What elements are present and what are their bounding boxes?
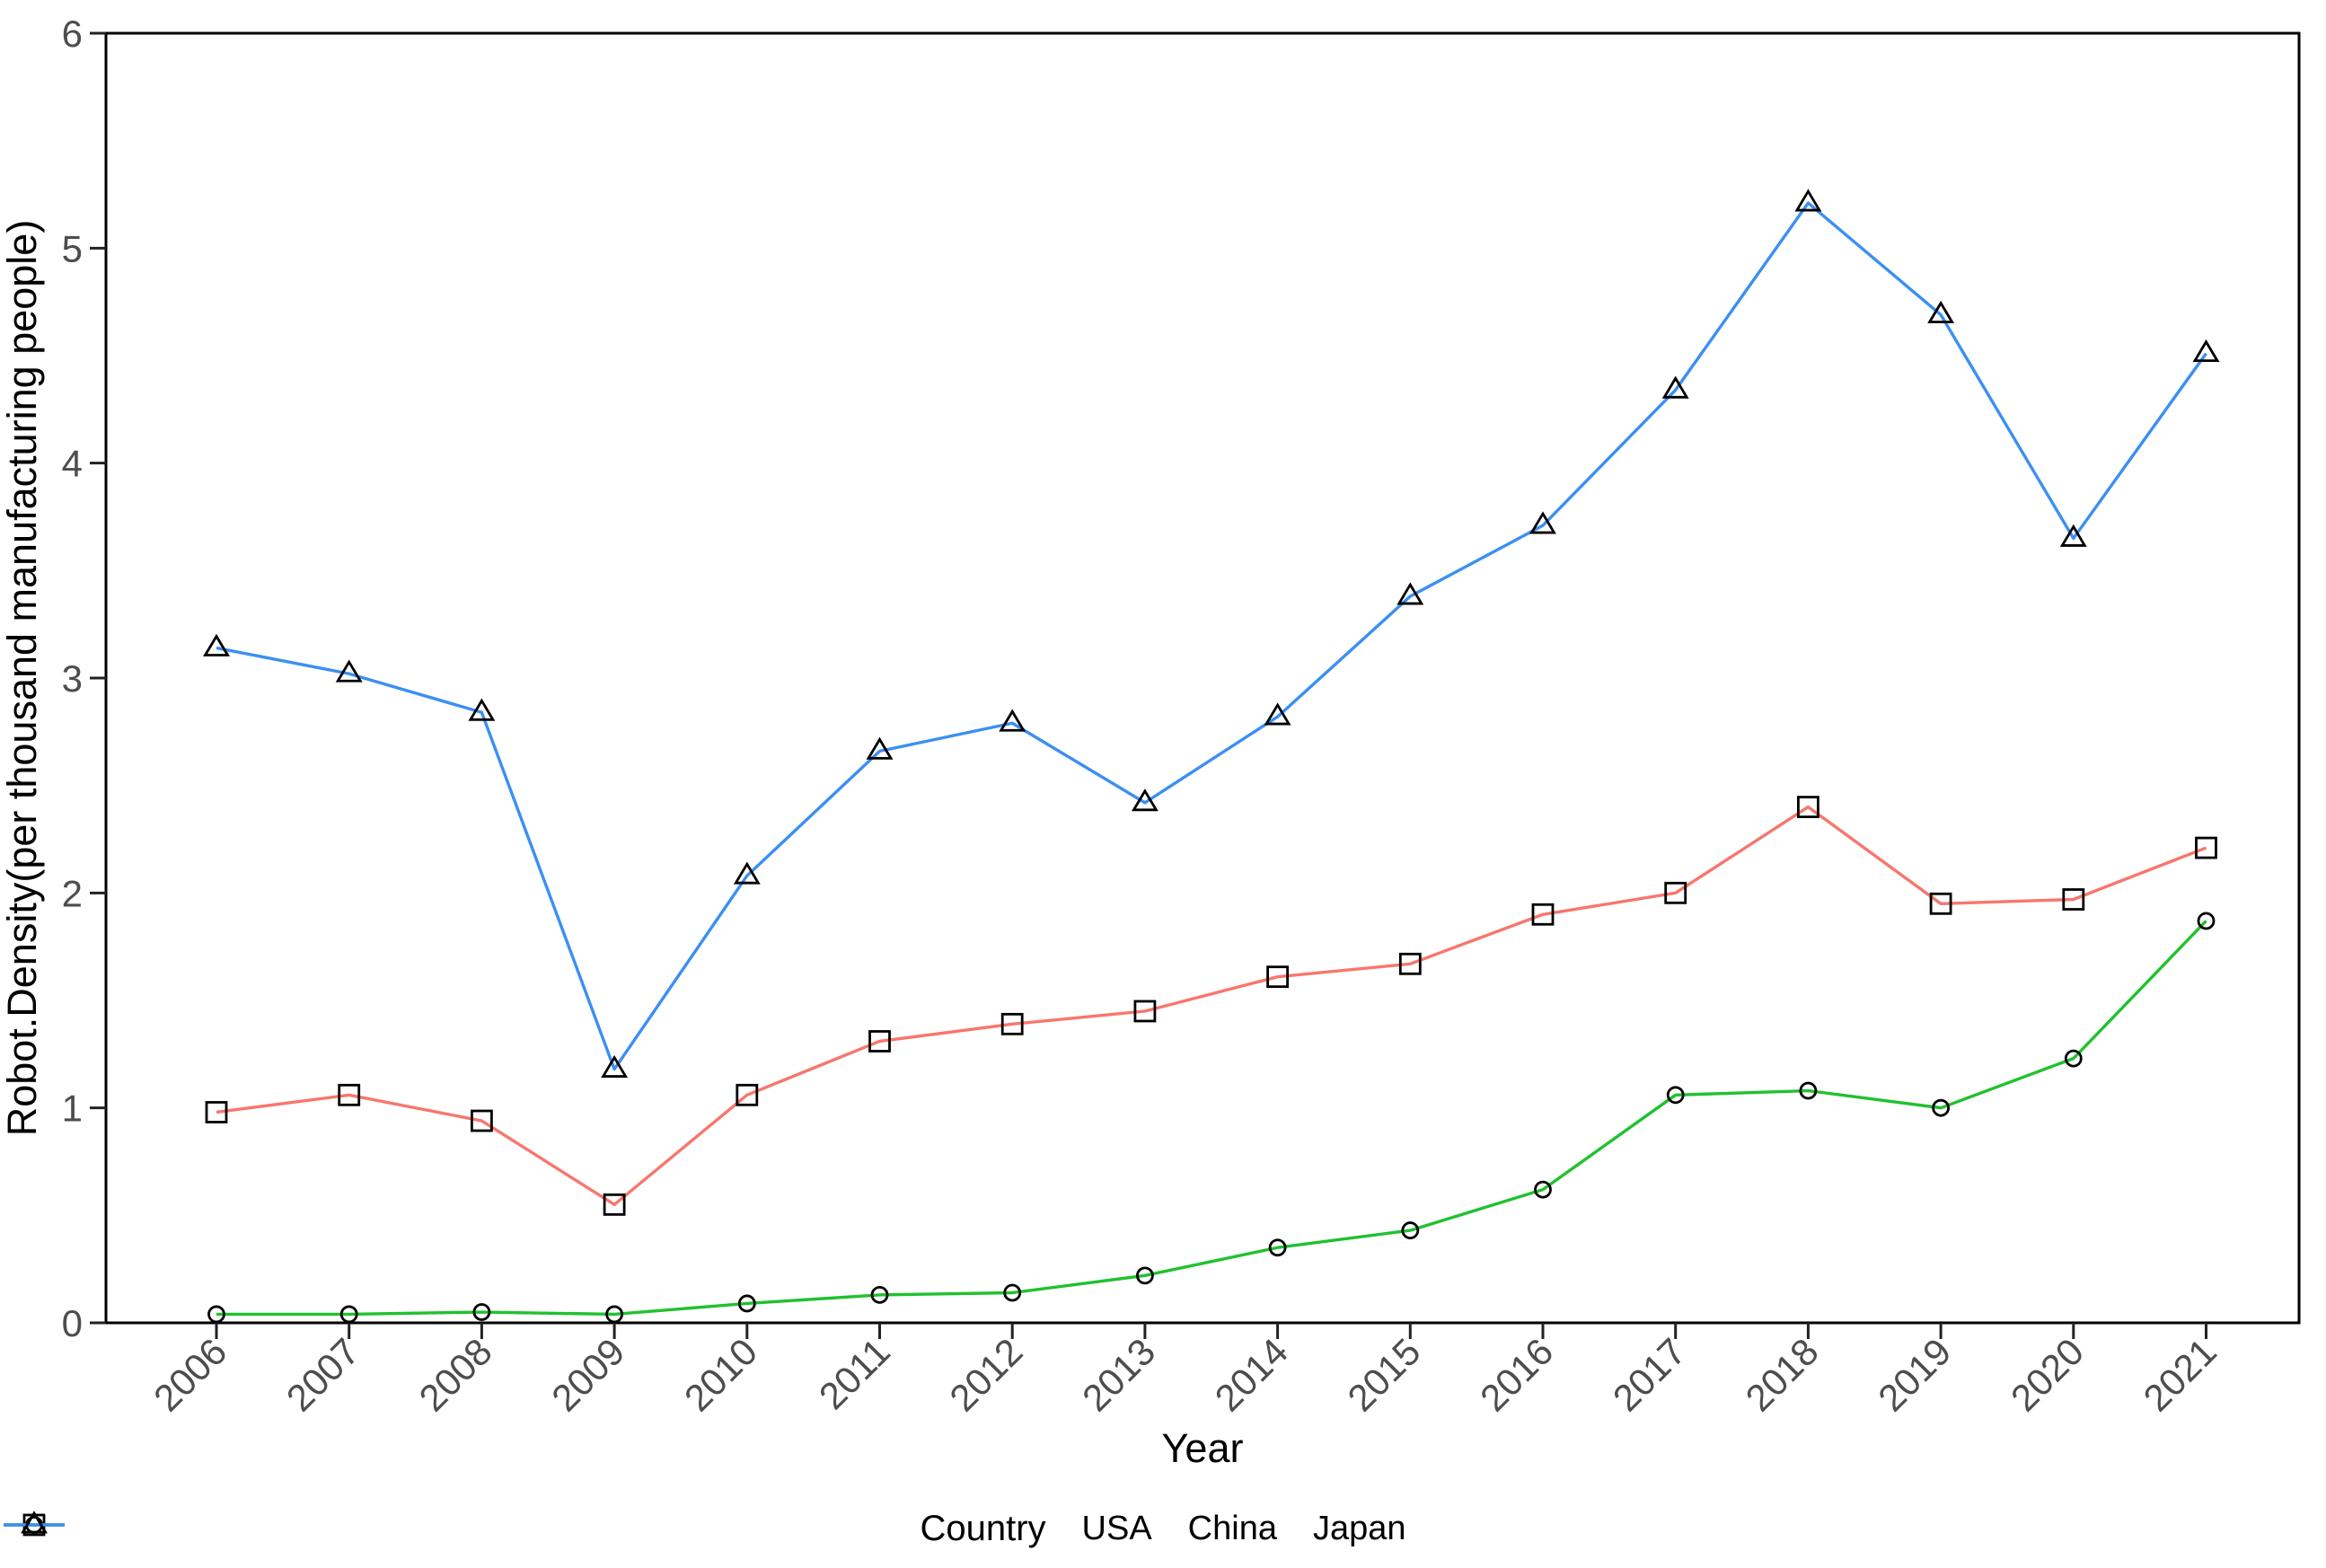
x-tick-label: 2019 (1870, 1330, 1959, 1419)
circle-marker (737, 1294, 756, 1313)
triangle-marker (203, 633, 230, 656)
x-tick-label: 2007 (278, 1330, 367, 1419)
circle-marker (605, 1305, 623, 1324)
series-line-China (216, 920, 2207, 1317)
square-marker (1929, 892, 1952, 915)
triangle-marker (2059, 524, 2087, 547)
data-series-layer (203, 189, 2220, 1324)
legend-items: USA China Japan (4, 1510, 1406, 1548)
circle-marker (472, 1303, 491, 1321)
triangle-marker (733, 861, 761, 885)
x-axis-title: Year (1162, 1425, 1244, 1471)
square-marker (2195, 836, 2217, 859)
circle-marker (207, 1305, 225, 1324)
legend-item-China: China (4, 1510, 1277, 1548)
triangle-marker (1131, 788, 1159, 812)
y-tick-label: 4 (62, 443, 83, 485)
legend-label-USA: USA (1081, 1510, 1152, 1547)
legend-key-Japan (4, 1511, 65, 1534)
legend-label-Japan: Japan (1312, 1510, 1406, 1547)
y-tick-label: 5 (62, 227, 83, 269)
square-marker (2062, 888, 2085, 911)
square-marker (1266, 965, 1289, 989)
square-marker (868, 1030, 891, 1053)
x-tick-label: 2014 (1207, 1330, 1296, 1419)
circle-marker (1932, 1098, 1951, 1117)
circle-marker (1534, 1180, 1552, 1199)
square-marker (603, 1193, 626, 1216)
x-tick-label: 2011 (811, 1330, 898, 1417)
legend-item-Japan: Japan (4, 1510, 1406, 1548)
circle-marker (1268, 1238, 1287, 1257)
x-tick-label: 2021 (2136, 1330, 2225, 1419)
square-marker (736, 1083, 759, 1106)
triangle-marker (601, 1054, 629, 1078)
square-marker (205, 1101, 228, 1123)
square-marker (1531, 903, 1555, 926)
triangle-marker (866, 736, 894, 760)
x-tick-label: 2010 (676, 1330, 765, 1419)
triangle-marker (1794, 189, 1822, 212)
x-tick-label: 2012 (941, 1330, 1030, 1419)
y-tick-label: 3 (62, 657, 83, 700)
legend: Country USA China Japan (0, 1509, 2326, 1549)
triangle-marker (999, 709, 1026, 732)
triangle-marker (335, 659, 363, 683)
y-axis-title: Robot.Density(per thousand manufacturing… (0, 220, 45, 1137)
y-tick-label: 6 (62, 13, 83, 55)
triangle-marker (1264, 702, 1291, 726)
triangle-marker (2192, 339, 2220, 363)
square-marker (338, 1083, 361, 1106)
y-tick-label: 2 (62, 872, 83, 914)
x-tick-label: 2008 (410, 1330, 499, 1419)
series-line-Japan (216, 201, 2207, 1071)
y-tick-label: 0 (62, 1302, 83, 1344)
plot-panel-border (104, 31, 2301, 1325)
square-marker (1398, 952, 1422, 975)
circle-marker (339, 1305, 358, 1324)
circle-marker (1799, 1081, 1818, 1100)
circle-marker (1003, 1283, 1022, 1302)
circle-marker (2064, 1049, 2083, 1068)
triangle-marker (1529, 511, 1556, 534)
triangle-marker (1661, 375, 1689, 399)
circle-marker (1136, 1266, 1154, 1285)
circle-marker (1401, 1221, 1420, 1239)
x-tick-label: 2013 (1074, 1330, 1163, 1419)
triangle-marker (468, 698, 496, 721)
x-tick-label: 2020 (2003, 1330, 2092, 1419)
axis-layer: 0 1 2 3 4 5 6 2006 2007 2008 2009 2010 2011 2012 2013 2… (62, 13, 2225, 1419)
legend-item-USA: USA (4, 1510, 1152, 1548)
square-marker (1664, 881, 1687, 904)
triangle-marker (1927, 300, 1955, 323)
y-tick-label: 1 (62, 1088, 83, 1130)
x-tick-label: 2009 (543, 1330, 632, 1419)
square-marker (1133, 1000, 1157, 1023)
x-tick-label: 2018 (1737, 1330, 1826, 1419)
square-marker (1000, 1012, 1024, 1035)
legend-title: Country (920, 1509, 1046, 1548)
x-tick-label: 2017 (1605, 1330, 1694, 1419)
circle-marker (870, 1285, 889, 1304)
x-tick-label: 2006 (145, 1330, 234, 1419)
triangle-marker (21, 1511, 48, 1534)
series-line-USA (216, 805, 2207, 1207)
circle-marker (2197, 912, 2216, 930)
x-tick-label: 2016 (1472, 1330, 1561, 1419)
triangle-marker (1396, 582, 1424, 605)
x-tick-label: 2015 (1339, 1330, 1428, 1419)
square-marker (1797, 796, 1819, 818)
legend-label-China: China (1187, 1510, 1277, 1547)
circle-marker (1666, 1086, 1685, 1105)
square-marker (471, 1109, 493, 1132)
